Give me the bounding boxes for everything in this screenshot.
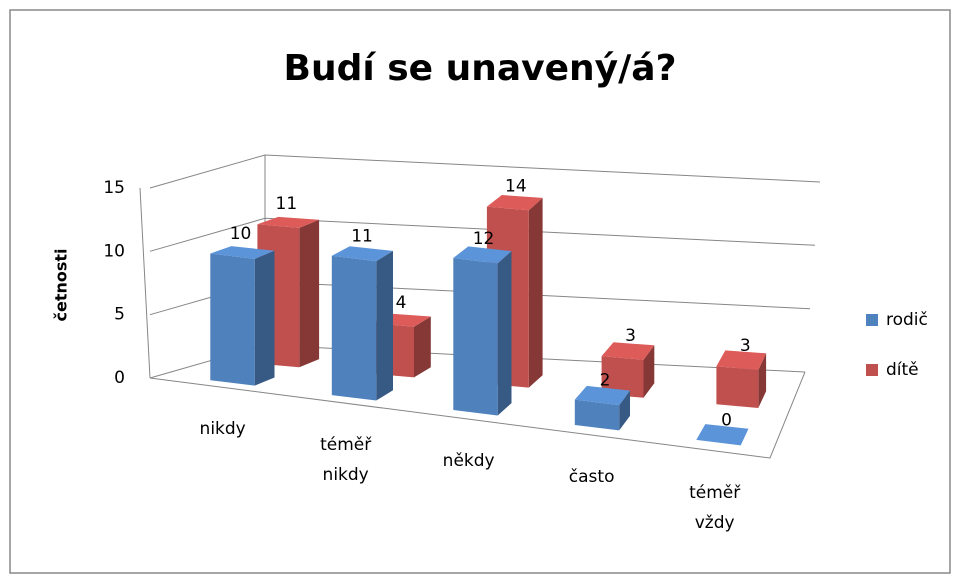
chart-title: Budí se unavený/á? (284, 48, 677, 89)
y-tick-label: 0 (114, 368, 125, 388)
y-axis (139, 187, 151, 379)
bar (331, 246, 393, 401)
legend-swatch (866, 364, 878, 376)
bar-top (716, 350, 767, 370)
bar-top (486, 195, 543, 211)
value-label: 10 (230, 224, 252, 244)
bar-top (257, 216, 320, 228)
bar-top (696, 424, 749, 446)
bar-side (497, 251, 512, 416)
bar (716, 350, 767, 408)
floor-edge (149, 371, 806, 459)
bar-side (414, 316, 431, 378)
x-tick-label: někdy (443, 451, 495, 471)
bar (574, 385, 630, 431)
x-tick-label-line: vždy (695, 513, 735, 533)
bar-front (574, 399, 620, 431)
y-tick-label: 15 (103, 178, 125, 198)
bar-side (619, 390, 630, 431)
bar-front (601, 356, 644, 398)
bar-side (528, 197, 543, 388)
value-label: 3 (740, 336, 751, 356)
value-label: 2 (600, 370, 611, 390)
x-tick-label: často (569, 467, 615, 487)
value-label: 11 (276, 194, 298, 214)
bar-top (331, 246, 393, 262)
bar-side (758, 353, 767, 408)
bar (601, 342, 655, 398)
bar-side (254, 250, 275, 386)
legend-label: dítě (886, 360, 919, 380)
value-label: 4 (396, 293, 407, 313)
bar (210, 246, 275, 386)
bar-side (376, 250, 393, 401)
bar-front (453, 258, 498, 416)
bar-side (299, 219, 320, 368)
x-tick-label-line: téměř (320, 435, 372, 455)
x-tick-label: téměř vždy (689, 483, 741, 533)
value-label: 0 (721, 411, 732, 431)
bar-front (716, 366, 759, 408)
x-tick-label-line: téměř (689, 483, 741, 503)
bar-top (601, 342, 655, 360)
value-label: 12 (473, 229, 495, 249)
bar-top (210, 246, 275, 259)
legend-label: rodič (886, 310, 928, 330)
value-label: 14 (505, 176, 527, 196)
y-tick-label: 10 (103, 241, 125, 261)
value-label: 3 (625, 326, 636, 346)
y-axis-label: četnosti (52, 248, 71, 321)
legend-swatch (866, 314, 878, 326)
bar-top (453, 246, 512, 264)
bar (453, 246, 512, 416)
y-tick-label: 5 (114, 305, 125, 325)
x-tick-label-line: nikdy (323, 465, 369, 485)
bar (696, 424, 749, 446)
bar-side (643, 345, 655, 398)
bar-front (210, 253, 255, 386)
x-tick-label: nikdy (200, 419, 246, 439)
bar-top (574, 385, 630, 406)
bar-front (331, 255, 377, 401)
x-tick-label: téměř nikdy (320, 435, 372, 485)
value-label: 11 (351, 226, 373, 246)
